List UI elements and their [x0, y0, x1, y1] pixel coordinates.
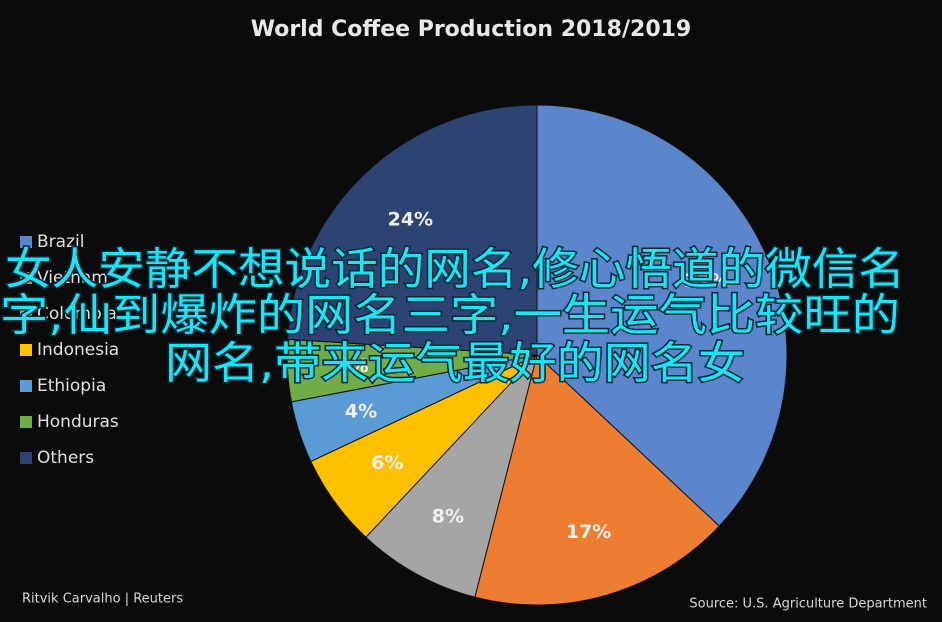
legend-swatch	[20, 236, 32, 248]
overlay-text: 女人安静不想说话的网名,修心悟道的微信名	[5, 244, 905, 295]
overlay-text: 字,仙到爆炸的网名三字,一生运气比较旺的	[0, 290, 900, 341]
chart-title: World Coffee Production 2018/2019	[251, 17, 692, 42]
credit: Ritvik Carvalho | Reuters	[22, 592, 183, 607]
legend-swatch	[20, 380, 32, 392]
data-label: 6%	[371, 452, 403, 474]
legend-label: Ethiopia	[37, 376, 106, 396]
legend-label: Others	[37, 448, 94, 468]
overlay: 女人安静不想说话的网名,修心悟道的微信名字,仙到爆炸的网名三字,一生运气比较旺的…	[0, 243, 907, 391]
pie-slice	[365, 354, 538, 598]
legend-label: Honduras	[37, 412, 119, 432]
data-label: 24%	[388, 209, 433, 231]
data-label: 37%	[684, 270, 729, 292]
legend: Brazil Vietnam Colombia Indonesia Ethiopia Ho…	[20, 232, 119, 468]
source: Source: U.S. Agriculture Department	[689, 597, 927, 612]
pie: 37% 17% 8% 6% 4% 4% 24%	[286, 104, 788, 606]
overlay-text: 网名,带来运气最好的网名女	[165, 338, 745, 389]
data-label: 8%	[432, 506, 464, 528]
legend-label: Colombia	[37, 304, 117, 324]
pie-slice	[286, 104, 538, 356]
legend-swatch	[20, 344, 32, 356]
legend-swatch	[20, 272, 32, 284]
legend-label: Indonesia	[37, 340, 119, 360]
legend-label: Vietnam	[37, 268, 108, 288]
legend-label: Brazil	[37, 232, 84, 252]
pie-slice	[536, 104, 788, 527]
data-label: 4%	[336, 355, 368, 377]
legend-swatch	[20, 452, 32, 464]
data-label: 4%	[345, 401, 377, 423]
pie-slice	[474, 354, 720, 606]
legend-swatch	[20, 416, 32, 428]
data-label: 17%	[566, 521, 611, 543]
legend-swatch	[20, 308, 32, 320]
